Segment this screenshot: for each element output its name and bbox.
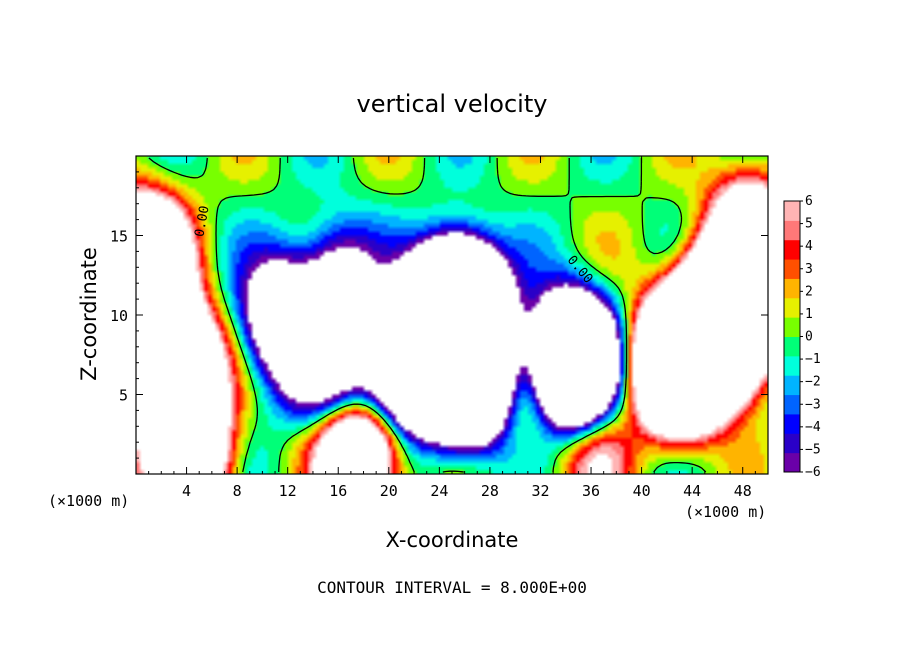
colorbar (783, 200, 801, 473)
x-tick-label: 36 (582, 482, 600, 500)
zero-contour-line (148, 157, 707, 473)
colorbar-tick-label: −3 (805, 397, 821, 412)
colorbar-tick-label: 1 (805, 307, 813, 322)
x-tick-label: 20 (380, 482, 398, 500)
colorbar-segment (784, 239, 800, 260)
colorbar-labels: 6 5 4 3 2 1 0 −1 −2 −3 −4 −5 −6 (800, 194, 821, 480)
colorbar-segment (784, 220, 800, 241)
colorbar-segment (784, 413, 800, 434)
colorbar-segment (784, 433, 800, 454)
velocity-field (136, 156, 768, 474)
colorbar-segment (784, 201, 800, 221)
y-axis-title: Z-coordinate (77, 247, 101, 381)
x-unit-label-left: (×1000 m) (48, 492, 129, 510)
colorbar-tick-label: −4 (805, 420, 821, 435)
colorbar-segment (784, 394, 800, 415)
colorbar-segment (784, 259, 800, 279)
x-tick-label: 28 (481, 482, 499, 500)
x-tick-label: 24 (430, 482, 448, 500)
x-tick-label: 12 (279, 482, 297, 500)
y-tick-label: 10 (110, 307, 128, 325)
colorbar-tick-label: −5 (805, 442, 821, 457)
colorbar-tick-label: −2 (805, 375, 821, 390)
colorbar-tick-label: 6 (805, 194, 813, 209)
x-unit-label-right: (×1000 m) (685, 503, 766, 521)
x-tick-label: 48 (734, 482, 752, 500)
colorbar-segment (784, 375, 800, 396)
y-tick-label: 15 (110, 228, 128, 246)
colorbar-tick-label: 5 (805, 217, 813, 232)
x-tick-label: 32 (531, 482, 549, 500)
colorbar-segment (784, 355, 800, 376)
colorbar-tick-label: −1 (805, 352, 821, 367)
velocity-field-image (136, 156, 768, 474)
colorbar-segment (784, 278, 800, 299)
contour-lines (148, 157, 707, 473)
x-axis-ticks: 4 8 12 16 20 24 28 32 36 40 44 48 (148, 156, 756, 500)
x-axis-title: X-coordinate (386, 528, 519, 552)
x-tick-label: 4 (182, 482, 191, 500)
y-axis-ticks: 5 10 15 (110, 171, 768, 459)
chart-title: vertical velocity (357, 90, 548, 118)
colorbar-segment (784, 297, 800, 318)
colorbar-tick-label: 2 (805, 284, 813, 299)
colorbar-tick-label: 0 (805, 330, 813, 345)
x-tick-label: 8 (233, 482, 242, 500)
x-tick-label: 16 (329, 482, 347, 500)
y-tick-label: 5 (119, 387, 128, 405)
colorbar-segment (784, 452, 800, 473)
x-tick-label: 40 (633, 482, 651, 500)
contour-interval-note: CONTOUR INTERVAL = 8.000E+00 (317, 578, 587, 597)
contour-label-left: 0.00 (192, 205, 212, 238)
colorbar-segment (784, 317, 800, 337)
colorbar-segment (784, 336, 800, 357)
x-tick-label: 44 (683, 482, 701, 500)
colorbar-tick-label: 4 (805, 239, 813, 254)
colorbar-tick-label: 3 (805, 262, 813, 277)
colorbar-tick-label: −6 (805, 465, 821, 480)
